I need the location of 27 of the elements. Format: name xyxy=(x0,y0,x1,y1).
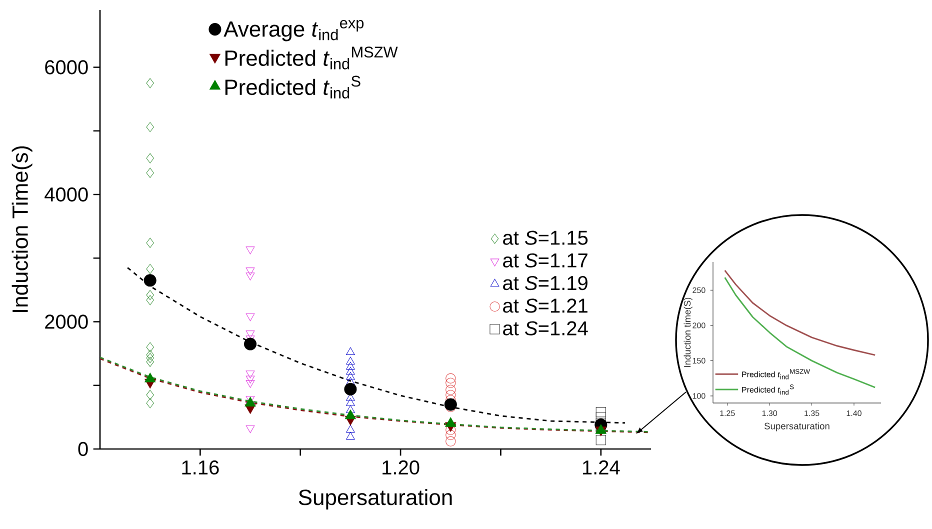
legend-label: at S=1.24 xyxy=(503,321,588,336)
legend-label: at S=1.15 xyxy=(503,230,588,245)
x-tick-label: 1.25 xyxy=(720,410,735,416)
y-tick-label: 150 xyxy=(692,358,706,364)
x-tick-label: 1.20 xyxy=(382,460,420,475)
x-axis-title: Supersaturation xyxy=(764,422,830,432)
legend-label: at S=1.19 xyxy=(503,276,588,290)
legend-label: Predicted t$_{ind}$S xyxy=(225,76,360,98)
y-axis-title: Induction time(S) xyxy=(684,298,692,367)
x-tick-label: 1.30 xyxy=(762,410,778,416)
x-tick-label: 1.35 xyxy=(804,410,820,416)
legend-label: Average t$_{ind}$exp xyxy=(224,20,364,42)
y-tick-label: 0 xyxy=(78,442,88,456)
x-tick-label: 1.24 xyxy=(582,460,620,474)
y-tick-label: 4000 xyxy=(44,187,88,202)
legend-label: Predicted t$_{ind}$MSZW xyxy=(225,46,398,70)
y-tick-label: 200 xyxy=(692,322,706,328)
legend-label: at S=1.21 xyxy=(503,298,588,313)
y-tick-label: 2000 xyxy=(45,314,88,329)
legend-label: at S=1.17 xyxy=(503,253,588,268)
y-tick-label: 6000 xyxy=(45,60,88,74)
y-tick-label: 250 xyxy=(692,287,706,294)
y-axis-title: Induction Time(s) xyxy=(12,146,32,312)
x-axis-title: Supersaturation xyxy=(298,489,452,510)
x-tick-label: 1.40 xyxy=(846,410,862,416)
x-tick-label: 1.16 xyxy=(182,460,219,475)
y-tick-label: 100 xyxy=(692,393,706,399)
